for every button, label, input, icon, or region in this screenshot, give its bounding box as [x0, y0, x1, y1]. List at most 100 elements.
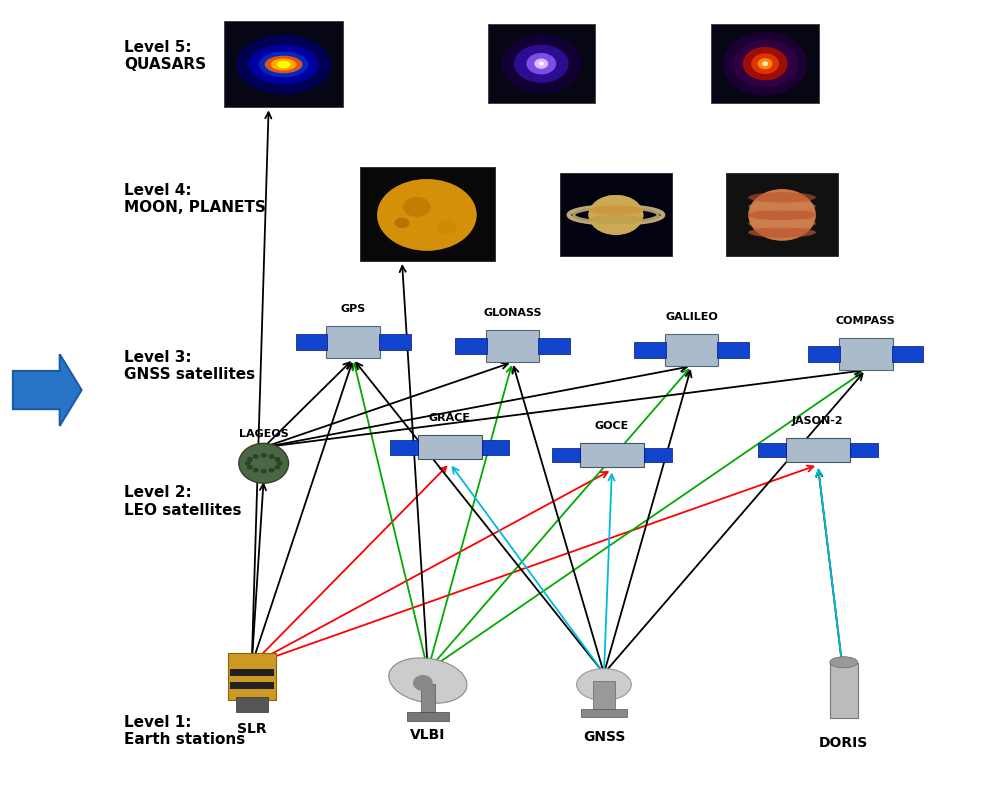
- Text: GLONASS: GLONASS: [483, 308, 541, 318]
- Circle shape: [274, 465, 280, 470]
- Ellipse shape: [501, 33, 580, 93]
- FancyBboxPatch shape: [829, 663, 857, 718]
- FancyBboxPatch shape: [417, 435, 481, 459]
- Circle shape: [247, 465, 252, 470]
- Circle shape: [239, 443, 288, 483]
- Polygon shape: [13, 354, 82, 426]
- Circle shape: [252, 454, 258, 458]
- FancyBboxPatch shape: [295, 334, 327, 350]
- FancyBboxPatch shape: [390, 440, 417, 455]
- Ellipse shape: [747, 189, 815, 240]
- FancyBboxPatch shape: [454, 338, 486, 354]
- Ellipse shape: [747, 228, 815, 237]
- Circle shape: [268, 468, 274, 473]
- Text: JASON-2: JASON-2: [791, 416, 843, 426]
- Ellipse shape: [577, 669, 630, 700]
- Ellipse shape: [276, 61, 290, 68]
- FancyBboxPatch shape: [807, 346, 839, 362]
- FancyBboxPatch shape: [360, 167, 494, 261]
- Ellipse shape: [514, 45, 569, 83]
- Ellipse shape: [377, 179, 476, 251]
- Ellipse shape: [588, 205, 642, 215]
- Ellipse shape: [394, 217, 409, 228]
- FancyBboxPatch shape: [481, 440, 509, 455]
- Text: GALILEO: GALILEO: [664, 312, 718, 322]
- Text: Level 4:
MOON, PLANETS: Level 4: MOON, PLANETS: [124, 183, 266, 215]
- Text: GOCE: GOCE: [594, 421, 628, 431]
- Ellipse shape: [236, 34, 330, 95]
- Text: Level 1:
Earth stations: Level 1: Earth stations: [124, 715, 246, 747]
- FancyBboxPatch shape: [891, 346, 922, 362]
- FancyBboxPatch shape: [711, 24, 818, 103]
- FancyBboxPatch shape: [230, 669, 273, 676]
- Text: DORIS: DORIS: [818, 736, 868, 751]
- FancyBboxPatch shape: [379, 334, 411, 350]
- Ellipse shape: [747, 209, 815, 220]
- Text: Level 2:
LEO satellites: Level 2: LEO satellites: [124, 486, 242, 517]
- Text: GNSS: GNSS: [582, 730, 624, 744]
- Text: LAGEOS: LAGEOS: [239, 429, 288, 439]
- Ellipse shape: [539, 61, 543, 65]
- FancyBboxPatch shape: [633, 342, 665, 358]
- FancyBboxPatch shape: [643, 448, 671, 462]
- FancyBboxPatch shape: [407, 712, 448, 721]
- FancyBboxPatch shape: [592, 681, 614, 715]
- Ellipse shape: [761, 61, 767, 66]
- Text: GRACE: GRACE: [428, 413, 470, 423]
- Circle shape: [276, 461, 282, 466]
- Ellipse shape: [526, 53, 556, 74]
- FancyBboxPatch shape: [552, 448, 580, 462]
- Ellipse shape: [722, 32, 807, 96]
- Circle shape: [268, 454, 274, 458]
- FancyBboxPatch shape: [538, 338, 570, 354]
- Circle shape: [245, 461, 250, 466]
- FancyBboxPatch shape: [726, 173, 837, 256]
- Ellipse shape: [747, 193, 815, 202]
- Ellipse shape: [248, 45, 318, 84]
- Text: COMPASS: COMPASS: [835, 316, 895, 326]
- FancyBboxPatch shape: [849, 443, 877, 457]
- Circle shape: [413, 675, 432, 691]
- Ellipse shape: [270, 58, 296, 71]
- Text: SLR: SLR: [237, 722, 266, 736]
- FancyBboxPatch shape: [717, 342, 748, 358]
- Ellipse shape: [264, 56, 302, 73]
- Ellipse shape: [742, 47, 787, 80]
- Ellipse shape: [588, 215, 642, 224]
- FancyBboxPatch shape: [485, 330, 539, 362]
- Text: Level 3:
GNSS satellites: Level 3: GNSS satellites: [124, 350, 255, 382]
- FancyBboxPatch shape: [230, 682, 273, 689]
- Ellipse shape: [436, 220, 456, 234]
- Ellipse shape: [757, 58, 772, 69]
- Text: VLBI: VLBI: [410, 728, 445, 743]
- FancyBboxPatch shape: [420, 684, 434, 717]
- Text: GPS: GPS: [340, 304, 366, 314]
- FancyBboxPatch shape: [236, 696, 267, 712]
- FancyBboxPatch shape: [580, 443, 643, 467]
- Circle shape: [252, 468, 258, 473]
- Ellipse shape: [588, 195, 642, 235]
- Text: Level 5:
QUASARS: Level 5: QUASARS: [124, 40, 207, 72]
- Ellipse shape: [403, 197, 430, 217]
- FancyBboxPatch shape: [664, 334, 718, 366]
- FancyBboxPatch shape: [326, 326, 380, 358]
- FancyBboxPatch shape: [580, 709, 626, 717]
- FancyBboxPatch shape: [560, 173, 671, 256]
- Circle shape: [247, 457, 252, 462]
- Ellipse shape: [747, 219, 815, 229]
- Ellipse shape: [377, 179, 476, 251]
- Ellipse shape: [588, 195, 642, 235]
- Ellipse shape: [750, 53, 778, 74]
- Circle shape: [260, 469, 266, 474]
- Ellipse shape: [747, 201, 815, 211]
- FancyBboxPatch shape: [224, 21, 343, 107]
- FancyBboxPatch shape: [487, 24, 594, 103]
- FancyBboxPatch shape: [228, 653, 275, 700]
- Ellipse shape: [829, 657, 857, 668]
- FancyBboxPatch shape: [785, 438, 849, 462]
- Ellipse shape: [258, 52, 308, 77]
- FancyBboxPatch shape: [838, 338, 892, 370]
- Ellipse shape: [389, 657, 466, 704]
- FancyBboxPatch shape: [757, 443, 785, 457]
- Circle shape: [274, 457, 280, 462]
